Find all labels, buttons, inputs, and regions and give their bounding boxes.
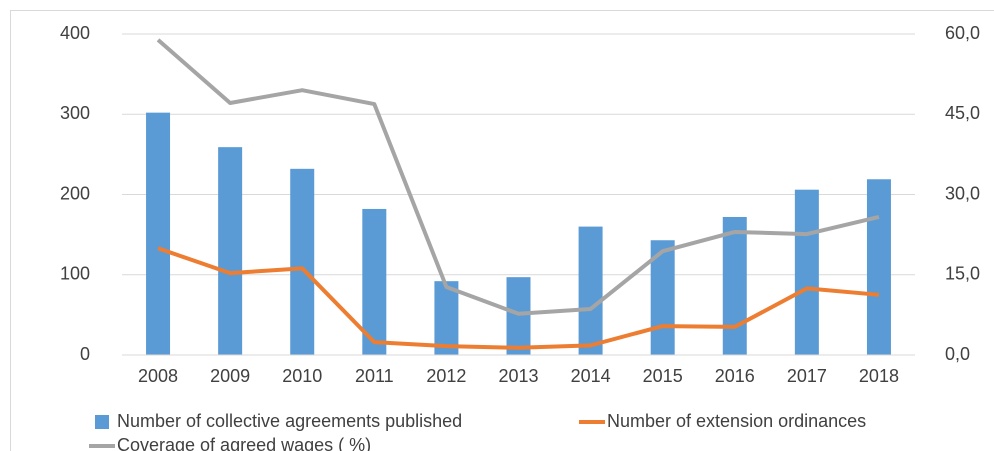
bar [146, 112, 171, 356]
y2-tick-label: 30,0 [945, 183, 980, 203]
x-tick-label: 2012 [426, 366, 466, 386]
bar [434, 281, 459, 355]
bar [866, 179, 891, 355]
legend-label: Number of collective agreements publishe… [117, 411, 462, 431]
bar [362, 208, 387, 355]
bar [218, 147, 243, 355]
x-tick-label: 2016 [715, 366, 755, 386]
y-tick-label: 100 [60, 264, 90, 284]
x-tick-label: 2017 [787, 366, 827, 386]
x-tick-label: 2014 [571, 366, 611, 386]
x-tick-label: 2018 [859, 366, 899, 386]
x-tick-label: 2011 [355, 366, 394, 386]
x-tick-label: 2013 [498, 366, 538, 386]
x-tick-label: 2010 [282, 366, 322, 386]
bar [506, 277, 531, 355]
y2-tick-label: 15,0 [945, 264, 980, 284]
bar [290, 168, 315, 355]
y-tick-label: 400 [60, 23, 90, 43]
y-tick-label: 200 [60, 183, 90, 203]
y2-tick-label: 60,0 [945, 23, 980, 43]
y2-tick-label: 45,0 [945, 103, 980, 123]
line [156, 38, 880, 316]
x-tick-label: 2008 [138, 366, 178, 386]
legend-swatch [95, 415, 109, 429]
legend-label: Number of extension ordinances [607, 411, 866, 431]
chart-frame [10, 10, 994, 451]
legend-label: Coverage of agreed wages ( %) [117, 435, 371, 451]
y2-tick-label: 0,0 [945, 344, 970, 364]
y-tick-label: 300 [60, 103, 90, 123]
line [157, 246, 880, 350]
bar [578, 226, 603, 355]
x-tick-label: 2009 [210, 366, 250, 386]
bar [722, 216, 747, 355]
x-tick-label: 2015 [643, 366, 683, 386]
bar [794, 189, 819, 355]
y-tick-label: 0 [80, 344, 90, 364]
